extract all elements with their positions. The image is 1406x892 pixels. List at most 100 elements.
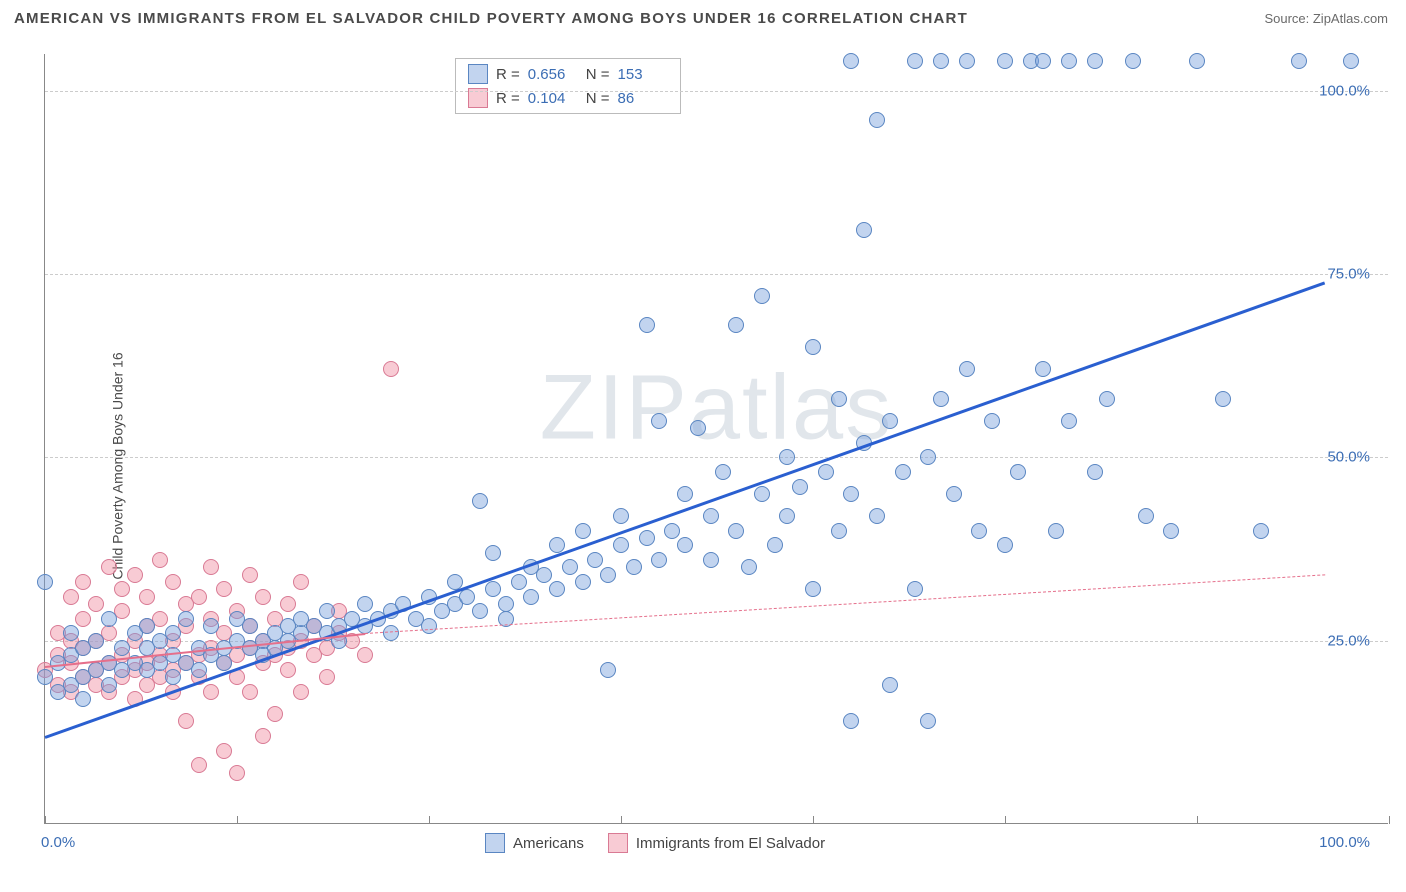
data-point: [203, 559, 219, 575]
data-point: [1087, 53, 1103, 69]
data-point: [511, 574, 527, 590]
x-tick: [1197, 816, 1198, 824]
data-point: [498, 596, 514, 612]
data-point: [242, 618, 258, 634]
data-point: [191, 757, 207, 773]
data-point: [280, 596, 296, 612]
data-point: [383, 625, 399, 641]
data-point: [165, 574, 181, 590]
grid-line: [45, 91, 1388, 92]
data-point: [203, 684, 219, 700]
plot-region: ZIPatlas R = 0.656 N = 153 R = 0.104 N =…: [44, 54, 1388, 824]
data-point: [690, 420, 706, 436]
chart-area: Child Poverty Among Boys Under 16 ZIPatl…: [0, 40, 1406, 892]
data-point: [869, 112, 885, 128]
data-point: [1035, 361, 1051, 377]
data-point: [191, 589, 207, 605]
data-point: [703, 552, 719, 568]
data-point: [114, 640, 130, 656]
data-point: [472, 493, 488, 509]
data-point: [267, 706, 283, 722]
data-point: [843, 53, 859, 69]
data-point: [242, 567, 258, 583]
data-point: [1253, 523, 1269, 539]
data-point: [293, 574, 309, 590]
data-point: [959, 361, 975, 377]
data-point: [933, 391, 949, 407]
data-point: [677, 486, 693, 502]
data-point: [536, 567, 552, 583]
data-point: [191, 662, 207, 678]
data-point: [255, 728, 271, 744]
data-point: [703, 508, 719, 524]
data-point: [831, 523, 847, 539]
data-point: [920, 449, 936, 465]
stats-legend: R = 0.656 N = 153 R = 0.104 N = 86: [455, 58, 681, 114]
n-label: N =: [586, 90, 610, 107]
data-point: [63, 589, 79, 605]
data-point: [984, 413, 1000, 429]
data-point: [75, 691, 91, 707]
data-point: [1087, 464, 1103, 480]
y-tick-label: 75.0%: [1327, 266, 1370, 283]
data-point: [472, 603, 488, 619]
data-point: [1099, 391, 1115, 407]
data-point: [920, 713, 936, 729]
data-point: [728, 523, 744, 539]
r-label: R =: [496, 90, 520, 107]
data-point: [997, 53, 1013, 69]
data-point: [75, 574, 91, 590]
data-point: [1010, 464, 1026, 480]
legend-item-pink: Immigrants from El Salvador: [608, 833, 825, 853]
n-label: N =: [586, 66, 610, 83]
data-point: [523, 589, 539, 605]
data-point: [882, 677, 898, 693]
x-tick: [1389, 816, 1390, 824]
x-tick: [45, 816, 46, 824]
data-point: [63, 625, 79, 641]
x-tick-left: 0.0%: [41, 834, 75, 851]
swatch-blue: [468, 64, 488, 84]
data-point: [805, 339, 821, 355]
data-point: [613, 508, 629, 524]
data-point: [600, 662, 616, 678]
data-point: [779, 508, 795, 524]
r-label: R =: [496, 66, 520, 83]
data-point: [805, 581, 821, 597]
r-val-blue: 0.656: [528, 66, 578, 83]
data-point: [1061, 53, 1077, 69]
x-tick-right: 100.0%: [1319, 834, 1370, 851]
data-point: [549, 581, 565, 597]
data-point: [715, 464, 731, 480]
n-val-blue: 153: [618, 66, 668, 83]
r-val-pink: 0.104: [528, 90, 578, 107]
data-point: [600, 567, 616, 583]
x-tick: [621, 816, 622, 824]
data-point: [114, 581, 130, 597]
data-point: [856, 222, 872, 238]
data-point: [575, 574, 591, 590]
data-point: [1163, 523, 1179, 539]
data-point: [651, 413, 667, 429]
data-point: [818, 464, 834, 480]
data-point: [216, 655, 232, 671]
data-point: [651, 552, 667, 568]
data-point: [843, 713, 859, 729]
grid-line: [45, 457, 1388, 458]
data-point: [383, 361, 399, 377]
data-point: [1189, 53, 1205, 69]
data-point: [293, 684, 309, 700]
data-point: [242, 684, 258, 700]
trend-line: [44, 281, 1325, 738]
data-point: [767, 537, 783, 553]
data-point: [997, 537, 1013, 553]
data-point: [895, 464, 911, 480]
data-point: [754, 486, 770, 502]
data-point: [152, 552, 168, 568]
legend-item-blue: Americans: [485, 833, 584, 853]
data-point: [88, 633, 104, 649]
data-point: [485, 581, 501, 597]
x-tick: [237, 816, 238, 824]
data-point: [319, 669, 335, 685]
data-point: [959, 53, 975, 69]
